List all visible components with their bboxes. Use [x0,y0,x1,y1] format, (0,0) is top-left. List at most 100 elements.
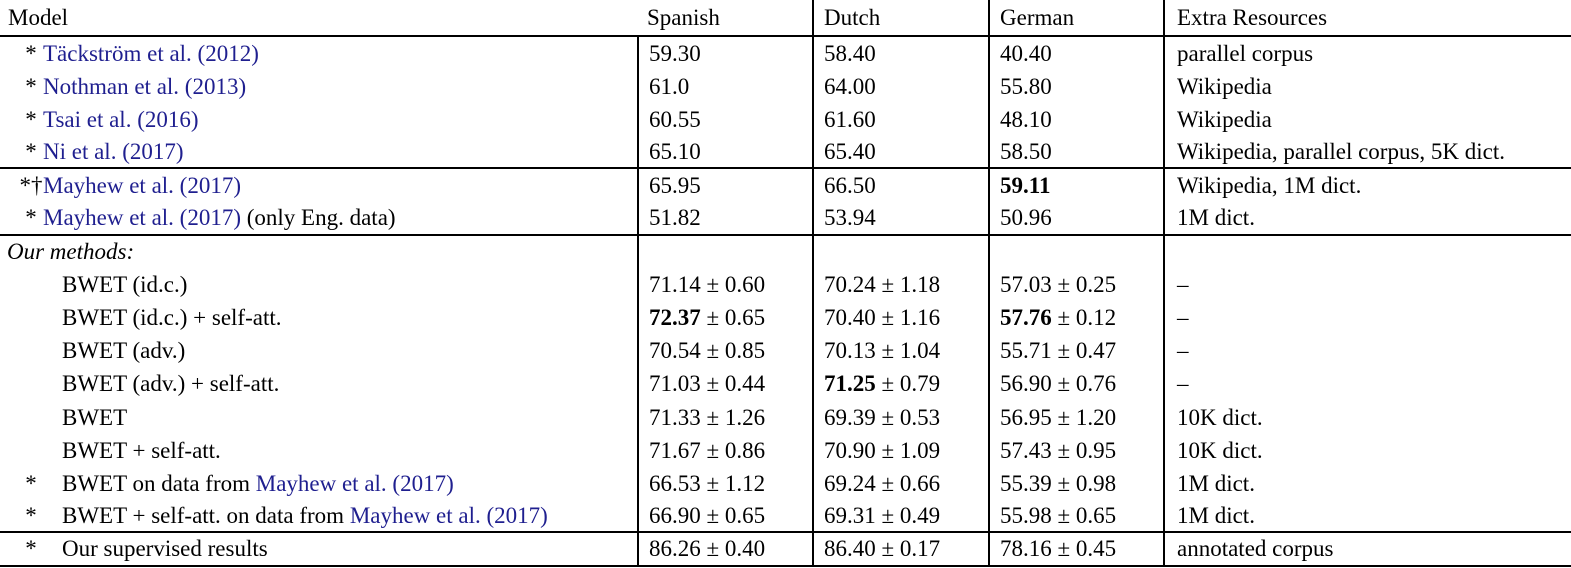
column-header-dutch-label: Dutch [824,4,881,30]
model-name: Ni et al. (2017) [43,139,184,165]
score-stddev: ± 1.20 [1051,404,1117,430]
score-value: 55.39 [1000,470,1052,496]
citation-link[interactable]: Mayhew et al. (2017) [349,502,548,528]
model-name: Our supervised results [62,536,268,562]
model-text: BWET + self-att. on data from [62,502,350,528]
spanish-score-cell [637,235,812,269]
model-cell: BWET (adv.) + self-att. [0,368,637,401]
section-label-cell: Our methods: [0,236,637,269]
extra-resources-cell: – [1163,334,1571,368]
citation-link[interactable]: Tsai et al. (2016) [43,106,199,132]
citation-link[interactable]: Täckström et al. (2012) [43,40,259,66]
score-value: 64.00 [824,73,876,99]
spanish-score-cell: 61.0 [637,70,812,104]
score-value: 58.50 [1000,138,1052,164]
spanish-score-cell: 86.26 ± 0.40 [637,533,812,567]
extra-resources-text: parallel corpus [1177,40,1314,66]
citation-link[interactable]: Mayhew et al. (2017) [43,205,241,231]
extra-resources-text: annotated corpus [1177,535,1334,561]
footnote-marker: * [25,535,37,561]
model-cell: *† Mayhew et al. (2017) [0,169,637,202]
german-score-cell [988,235,1163,269]
german-score-cell: 78.16 ± 0.45 [988,533,1163,567]
column-header-model: Model [0,0,637,37]
score-stddev: ± 0.47 [1051,338,1117,364]
column-header-extra-resources-label: Extra Resources [1177,4,1328,30]
model-name: BWET + self-att. on data from Mayhew et … [62,503,548,529]
citation-link[interactable]: Mayhew et al. (2017) [43,172,241,198]
extra-resources-cell: parallel corpus [1163,37,1571,71]
spanish-score-cell: 70.54 ± 0.85 [637,334,812,368]
model-name: Nothman et al. (2013) [43,74,246,100]
model-name: BWET [62,405,127,431]
score-stddev: ± 0.53 [875,404,941,430]
model-cell: BWET (id.c.) [0,269,637,302]
citation-link[interactable]: Nothman et al. (2013) [43,73,247,99]
model-cell: BWET (adv.) [0,335,637,368]
model-text: BWET (id.c.) [62,272,188,298]
model-name: BWET + self-att. [62,438,221,464]
score-value: 57.03 [1000,272,1052,298]
footnote-marker: * [25,73,37,99]
model-cell: * Tsai et al. (2016) [0,103,637,136]
footnote-marker: * [25,502,37,528]
score-value: 65.95 [649,172,701,198]
column-header-dutch: Dutch [812,0,988,37]
score-value: 55.80 [1000,73,1052,99]
model-cell: * Täckström et al. (2012) [0,37,637,70]
column-header-german: German [988,0,1163,37]
extra-resources-cell [1163,235,1571,269]
model-cell: * BWET on data from Mayhew et al. (2017) [0,467,637,500]
extra-resources-cell: – [1163,268,1571,302]
extra-resources-text: 1M dict. [1177,502,1255,528]
score-value: 70.90 [824,437,876,463]
extra-resources-cell: annotated corpus [1163,533,1571,567]
footnote-marker: * [25,138,37,164]
german-score-cell: 40.40 [988,37,1163,71]
score-value: 56.95 [1000,404,1052,430]
dutch-score-cell: 69.31 ± 0.49 [812,500,988,534]
german-score-cell: 56.90 ± 0.76 [988,367,1163,402]
score-stddev: ± 0.79 [875,371,941,397]
score-value: 69.31 [824,502,876,528]
dutch-score-cell: 69.24 ± 0.66 [812,467,988,501]
model-text: BWET [62,404,128,430]
german-score-cell: 48.10 [988,103,1163,137]
spanish-score-cell: 66.90 ± 0.65 [637,500,812,534]
score-stddev: ± 0.49 [875,502,941,528]
score-value: 70.13 [824,338,876,364]
score-stddev: ± 0.65 [1051,502,1117,528]
dutch-score-cell: 71.25 ± 0.79 [812,367,988,402]
spanish-score-cell: 59.30 [637,37,812,71]
citation-link[interactable]: Mayhew et al. (2017) [255,470,454,496]
score-value: 51.82 [649,205,701,231]
score-stddev: ± 1.18 [875,272,941,298]
score-value: 60.55 [649,106,701,132]
model-text: BWET on data from [62,470,256,496]
model-name: Mayhew et al. (2017) [43,173,241,199]
german-score-cell: 50.96 [988,202,1163,236]
score-stddev: ± 1.12 [700,470,766,496]
score-value: 48.10 [1000,106,1052,132]
score-stddev: ± 0.86 [700,437,766,463]
score-value: 40.40 [1000,40,1052,66]
extra-resources-cell: 10K dict. [1163,401,1571,435]
score-value: 70.54 [649,338,701,364]
score-stddev: ± 0.40 [700,535,766,561]
extra-resources-cell: – [1163,301,1571,335]
spanish-score-cell: 51.82 [637,202,812,236]
score-value: 66.53 [649,470,701,496]
citation-link[interactable]: Ni et al. (2017) [43,138,184,164]
score-value: 66.90 [649,502,701,528]
dutch-score-cell: 70.13 ± 1.04 [812,334,988,368]
score-stddev: ± 0.65 [700,502,766,528]
extra-resources-cell: 10K dict. [1163,434,1571,468]
model-name: Täckström et al. (2012) [43,41,259,67]
model-text: BWET + self-att. [62,437,221,463]
score-stddev: ± 0.45 [1051,535,1117,561]
model-text: BWET (adv.) + self-att. [62,371,280,397]
spanish-score-cell: 72.37 ± 0.65 [637,301,812,335]
extra-resources-text: Wikipedia [1177,73,1272,99]
dutch-score-cell: 69.39 ± 0.53 [812,401,988,435]
